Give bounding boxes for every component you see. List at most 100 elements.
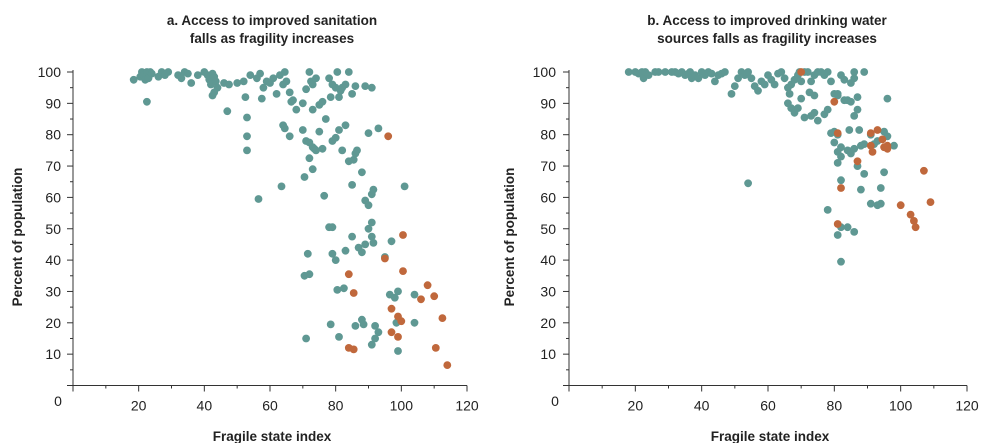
data-point-highlight	[868, 148, 877, 156]
data-point	[860, 68, 869, 76]
data-points	[129, 68, 452, 369]
data-point	[880, 168, 888, 177]
y-tick-label: 70	[45, 158, 61, 174]
data-point	[394, 287, 402, 296]
tick-labels: 10 20 30 40 50 60 70 80 90 100 20 40 60 80 100 120	[38, 64, 479, 414]
data-point	[661, 68, 670, 76]
data-point	[777, 68, 786, 76]
data-point	[315, 127, 324, 136]
data-point	[328, 249, 337, 258]
data-point	[243, 132, 251, 141]
data-point	[318, 97, 327, 106]
data-point	[257, 94, 266, 103]
data-point	[721, 68, 729, 76]
data-point	[269, 74, 278, 83]
data-point-highlight	[911, 223, 920, 232]
origin-label: 0	[551, 393, 559, 409]
x-tick-label: 120	[455, 398, 479, 414]
chart-title-line-2: falls as fragility increases	[190, 31, 354, 46]
data-point	[387, 237, 396, 246]
data-point	[367, 340, 376, 349]
data-point	[280, 124, 289, 133]
axes	[563, 70, 968, 392]
data-point	[369, 239, 378, 247]
data-point	[797, 77, 806, 86]
data-point	[211, 77, 220, 86]
data-point	[850, 144, 859, 153]
data-point-highlight	[920, 166, 928, 175]
data-point	[361, 240, 370, 249]
data-point	[810, 108, 819, 117]
data-point	[351, 322, 360, 330]
y-tick-label: 100	[38, 64, 62, 80]
data-point	[840, 96, 849, 105]
data-point	[837, 176, 845, 185]
y-tick-label: 40	[45, 252, 61, 268]
data-point	[326, 93, 335, 101]
data-point	[850, 74, 859, 83]
x-tick-label: 60	[760, 398, 776, 414]
data-point	[707, 69, 716, 78]
data-point	[833, 90, 842, 98]
data-point	[374, 328, 383, 337]
data-points	[624, 68, 935, 266]
data-point	[305, 270, 314, 279]
data-point	[813, 116, 822, 125]
data-point	[807, 77, 815, 86]
data-point	[223, 107, 232, 116]
data-point	[374, 124, 383, 133]
data-point	[850, 112, 859, 120]
data-point	[876, 184, 885, 192]
data-point	[246, 71, 255, 79]
data-point	[624, 68, 633, 76]
data-point	[876, 199, 885, 208]
data-point	[833, 159, 842, 167]
data-point	[860, 140, 869, 149]
data-point	[318, 144, 327, 153]
data-point	[364, 129, 373, 138]
origin-label: 0	[54, 393, 62, 409]
data-point	[321, 115, 330, 123]
data-point	[335, 333, 343, 341]
data-point	[143, 97, 151, 106]
data-point-highlight	[878, 135, 887, 144]
data-point	[333, 68, 342, 76]
data-point-highlight	[349, 289, 358, 297]
data-point	[833, 231, 842, 239]
data-point	[129, 75, 138, 84]
data-point	[326, 320, 335, 329]
data-point	[331, 133, 340, 142]
data-point-highlight	[830, 97, 839, 106]
data-point	[734, 74, 742, 83]
x-axis-label: Fragile state index	[213, 429, 332, 443]
data-point-highlight	[349, 345, 358, 354]
data-point	[312, 74, 320, 83]
y-tick-label: 10	[540, 346, 556, 362]
data-point-highlight	[866, 141, 875, 150]
y-tick-label: 40	[540, 252, 556, 268]
data-point	[850, 228, 859, 236]
data-point	[654, 68, 663, 76]
data-point	[845, 126, 854, 134]
data-point	[187, 79, 196, 87]
data-point	[823, 206, 832, 214]
data-point-highlight	[423, 281, 432, 290]
data-point	[780, 74, 789, 83]
data-point-highlight	[438, 314, 447, 322]
data-point	[744, 68, 752, 76]
data-point	[367, 218, 376, 227]
data-point-highlight	[833, 129, 842, 138]
data-point	[254, 195, 263, 203]
x-tick-label: 100	[390, 398, 414, 414]
data-point	[259, 83, 268, 92]
y-tick-label: 100	[533, 64, 557, 80]
y-tick-label: 30	[45, 283, 61, 299]
data-point	[760, 80, 769, 89]
data-point	[243, 113, 251, 122]
data-point	[823, 68, 832, 76]
data-point	[277, 182, 286, 191]
data-point	[361, 82, 370, 90]
data-point	[371, 334, 379, 343]
data-point	[727, 90, 736, 98]
data-point	[349, 155, 358, 164]
